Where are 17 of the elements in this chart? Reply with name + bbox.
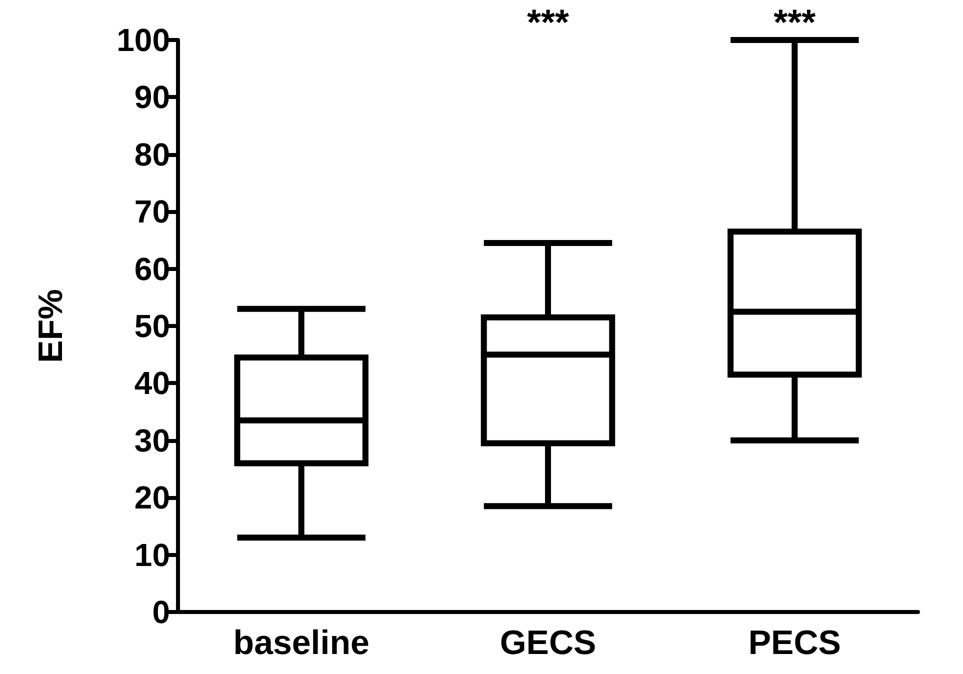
y-tick-label: 20 xyxy=(134,480,170,516)
annotation: *** xyxy=(526,2,570,42)
y-tick-label: 80 xyxy=(134,136,170,172)
x-tick-label: baseline xyxy=(233,624,370,662)
y-tick-label: 100 xyxy=(116,22,170,58)
y-tick-label: 30 xyxy=(134,422,170,458)
y-tick-label: 10 xyxy=(134,536,170,573)
y-tick-label: 0 xyxy=(152,594,170,630)
x-tick-label: PECS xyxy=(748,624,841,662)
y-tick-label: 60 xyxy=(134,250,170,287)
x-tick-label: GECS xyxy=(500,624,596,662)
y-tick-label: 70 xyxy=(134,194,170,230)
y-tick-label: 40 xyxy=(134,365,170,402)
annotation: *** xyxy=(774,2,816,42)
y-tick-label: 90 xyxy=(134,79,170,116)
y-axis-title: EF% xyxy=(32,289,70,363)
y-tick-label: 50 xyxy=(134,308,170,344)
